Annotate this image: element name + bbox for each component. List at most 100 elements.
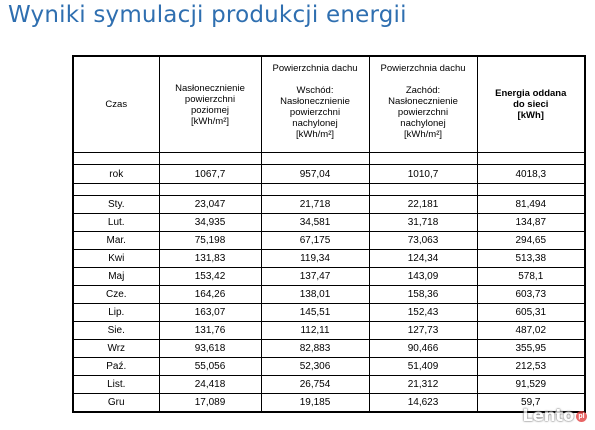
cell: 14,623 — [368, 393, 478, 413]
month-label: Wrz — [72, 339, 160, 358]
table-row: Sty. 23,047 21,718 22,181 81,494 — [72, 195, 586, 214]
cell: 131,76 — [158, 321, 262, 340]
cell: 19,185 — [260, 393, 370, 413]
cell: 513,38 — [476, 249, 586, 268]
cell: 34,935 — [158, 213, 262, 232]
cell: 34,581 — [260, 213, 370, 232]
cell: 158,36 — [368, 285, 478, 304]
header-text: Nasłonecznienie — [280, 96, 350, 107]
cell: 93,618 — [158, 339, 262, 358]
cell: 21,312 — [368, 375, 478, 394]
month-label: Mar. — [72, 231, 160, 250]
cell: 957,04 — [260, 164, 370, 184]
month-label: Gru — [72, 393, 160, 413]
cell: 294,65 — [476, 231, 586, 250]
header-text: powierzchni — [289, 107, 341, 118]
cell: 138,01 — [260, 285, 370, 304]
month-rows: Sty. 23,047 21,718 22,181 81,494 Lut. 34,935 34… — [72, 195, 586, 413]
table-row: Lip. 163,07 145,51 152,43 605,31 — [72, 303, 586, 322]
cell: 137,47 — [260, 267, 370, 286]
header-text: Nasłonecznienie — [175, 82, 245, 94]
table-row: Mar. 75,198 67,175 73,063 294,65 — [72, 231, 586, 250]
year-row: rok 1067,7 957,04 1010,7 4018,3 — [72, 164, 586, 184]
header-text: Powierzchnia dachu — [380, 63, 466, 74]
table-row: Paź. 55,056 52,306 51,409 212,53 — [72, 357, 586, 376]
header-text: nachylonej — [292, 118, 338, 129]
watermark-badge: pl — [576, 410, 587, 422]
table-row: Maj 153,42 137,47 143,09 578,1 — [72, 267, 586, 286]
cell: 578,1 — [476, 267, 586, 286]
table-row: Gru 17,089 19,185 14,623 59,7 — [72, 393, 586, 413]
month-label: List. — [72, 375, 160, 394]
cell: 90,466 — [368, 339, 478, 358]
cell: 31,718 — [368, 213, 478, 232]
header-text: powierzchni — [184, 93, 236, 105]
header-unit: [kWh] — [517, 110, 544, 121]
table-row: Kwi 131,83 119,34 124,34 513,38 — [72, 249, 586, 268]
cell: 163,07 — [158, 303, 262, 322]
header-text: Zachód: — [405, 85, 441, 96]
header-text: powierzchni — [397, 107, 449, 118]
cell: 127,73 — [368, 321, 478, 340]
cell: 59,7 — [476, 393, 586, 413]
cell: 67,175 — [260, 231, 370, 250]
month-label: Maj — [72, 267, 160, 286]
month-label: Kwi — [72, 249, 160, 268]
header-east-roof: Powierzchnia dachu Wschód: Nasłonecznien… — [260, 55, 370, 153]
cell: 605,31 — [476, 303, 586, 322]
cell: 124,34 — [368, 249, 478, 268]
cell: 355,95 — [476, 339, 586, 358]
header-horizontal-insolation: Nasłonecznienie powierzchni poziomej [kW… — [158, 55, 262, 153]
cell: 134,87 — [476, 213, 586, 232]
table-row: Sie. 131,76 112,11 127,73 487,02 — [72, 321, 586, 340]
cell: 75,198 — [158, 231, 262, 250]
page-title: Wyniki symulacji produkcji energii — [8, 2, 407, 28]
cell: 24,418 — [158, 375, 262, 394]
header-west-roof: Powierzchnia dachu Zachód: Nasłonecznien… — [368, 55, 478, 153]
month-label: Cze. — [72, 285, 160, 304]
cell: 73,063 — [368, 231, 478, 250]
cell: 603,73 — [476, 285, 586, 304]
cell: 119,34 — [260, 249, 370, 268]
cell: 152,43 — [368, 303, 478, 322]
cell: 153,42 — [158, 267, 262, 286]
month-label: Lip. — [72, 303, 160, 322]
header-text: nachylonej — [400, 118, 446, 129]
cell: 131,83 — [158, 249, 262, 268]
cell: 52,306 — [260, 357, 370, 376]
header-czas: Czas — [72, 55, 160, 153]
cell: 51,409 — [368, 357, 478, 376]
cell: 212,53 — [476, 357, 586, 376]
cell: 23,047 — [158, 195, 262, 214]
cell: 81,494 — [476, 195, 586, 214]
header-text: Wschód: — [296, 85, 334, 96]
header-text: do sieci — [513, 99, 549, 110]
cell: 26,754 — [260, 375, 370, 394]
cell: rok — [72, 164, 160, 184]
watermark-text: Lento — [522, 406, 574, 426]
month-label: Lut. — [72, 213, 160, 232]
table-row: List. 24,418 26,754 21,312 91,529 — [72, 375, 586, 394]
cell: 22,181 — [368, 195, 478, 214]
header-unit: [kWh/m²] — [296, 129, 334, 140]
header-unit: [kWh/m²] — [404, 129, 442, 140]
cell: 487,02 — [476, 321, 586, 340]
header-text: Nasłonecznienie — [388, 96, 458, 107]
month-label: Sty. — [72, 195, 160, 214]
header-text: Powierzchnia dachu — [272, 63, 358, 74]
cell: 4018,3 — [476, 164, 586, 184]
cell: 17,089 — [158, 393, 262, 413]
spacer-row — [72, 183, 586, 196]
header-text: Energia oddana — [495, 88, 567, 99]
cell: 1010,7 — [368, 164, 478, 184]
cell: 21,718 — [260, 195, 370, 214]
table-header-row: Czas Nasłonecznienie powierzchni poziome… — [72, 55, 586, 153]
table-row: Cze. 164,26 138,01 158,36 603,73 — [72, 285, 586, 304]
watermark-logo: Lento pl — [522, 406, 587, 426]
header-text: poziomej — [190, 104, 230, 116]
cell: 1067,7 — [158, 164, 262, 184]
month-label: Paź. — [72, 357, 160, 376]
simulation-table: Czas Nasłonecznienie powierzchni poziome… — [72, 55, 586, 413]
cell: 112,11 — [260, 321, 370, 340]
table-row: Wrz 93,618 82,883 90,466 355,95 — [72, 339, 586, 358]
